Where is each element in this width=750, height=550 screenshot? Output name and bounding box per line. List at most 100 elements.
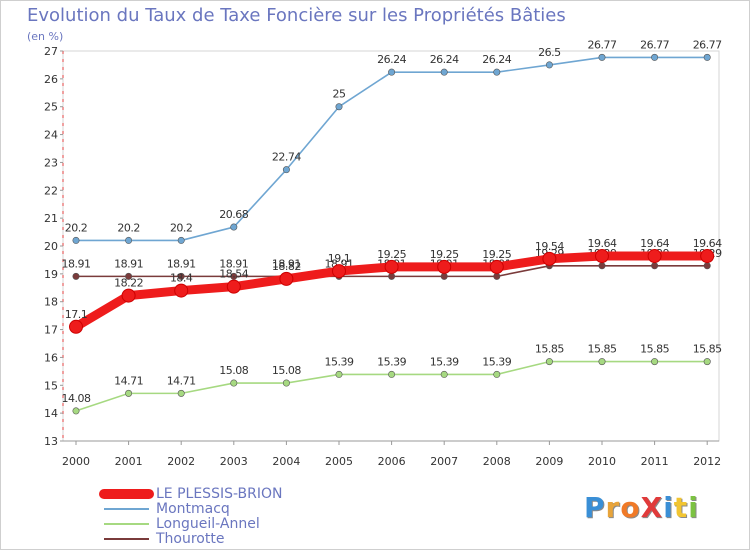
x-tick-label: 2010	[588, 455, 616, 468]
data-label-le-plessis-brion: 19.25	[377, 248, 406, 261]
data-point-le-plessis-brion	[279, 271, 294, 286]
data-point-longueil-annel	[125, 389, 133, 397]
data-label-montmacq: 25	[333, 88, 346, 101]
data-label-le-plessis-brion: 19.64	[588, 237, 617, 250]
data-label-longueil-annel: 14.71	[114, 374, 143, 387]
data-point-le-plessis-brion	[69, 319, 83, 334]
data-label-montmacq: 26.24	[482, 53, 511, 66]
data-label-longueil-annel: 15.08	[219, 364, 248, 377]
data-point-montmacq	[230, 223, 238, 231]
data-point-thourotte	[388, 272, 396, 280]
data-point-thourotte	[177, 272, 185, 280]
x-tick-label: 2006	[378, 455, 406, 468]
data-point-thourotte	[72, 272, 80, 280]
legend-label-le-plessis-brion: LE PLESSIS-BRION	[156, 486, 283, 502]
data-point-longueil-annel	[440, 370, 448, 378]
data-point-thourotte	[493, 272, 501, 280]
data-point-montmacq	[388, 68, 396, 76]
data-label-longueil-annel: 15.08	[272, 364, 301, 377]
data-label-longueil-annel: 15.85	[535, 343, 564, 356]
data-label-le-plessis-brion: 19.1	[328, 252, 351, 265]
data-point-longueil-annel	[177, 389, 185, 397]
data-label-longueil-annel: 15.39	[430, 355, 459, 368]
data-point-montmacq	[651, 53, 659, 61]
x-tick-label: 2009	[535, 455, 563, 468]
data-point-le-plessis-brion	[384, 259, 399, 274]
data-point-montmacq	[282, 166, 290, 174]
x-tick-label: 2008	[483, 455, 511, 468]
data-point-montmacq	[335, 103, 343, 111]
data-label-montmacq: 26.24	[430, 53, 459, 66]
y-tick-label: 25	[44, 101, 58, 114]
data-label-longueil-annel: 15.85	[588, 343, 617, 356]
data-point-longueil-annel	[651, 358, 659, 366]
data-label-le-plessis-brion: 18.82	[272, 260, 301, 273]
data-point-montmacq	[493, 68, 501, 76]
data-point-le-plessis-brion	[174, 283, 189, 298]
data-point-longueil-annel	[703, 358, 711, 366]
data-point-longueil-annel	[493, 370, 501, 378]
logo-letter: P	[584, 491, 606, 524]
y-tick-label: 24	[44, 129, 58, 142]
data-point-le-plessis-brion	[226, 279, 241, 294]
y-tick-label: 17	[44, 324, 58, 337]
data-label-thourotte: 18.91	[167, 257, 196, 270]
chart-title: Evolution du Taux de Taxe Foncière sur l…	[27, 5, 566, 26]
logo-letter: i	[688, 491, 699, 524]
y-tick-label: 19	[44, 268, 58, 281]
data-point-le-plessis-brion	[437, 259, 452, 274]
plot-area	[62, 50, 720, 442]
data-label-montmacq: 26.77	[640, 38, 669, 51]
data-point-thourotte	[125, 272, 133, 280]
data-label-le-plessis-brion: 19.25	[482, 248, 511, 261]
x-tick-label: 2012	[693, 455, 721, 468]
data-point-thourotte	[703, 262, 711, 270]
data-point-thourotte	[651, 262, 659, 270]
y-tick-label: 22	[44, 184, 58, 197]
data-label-montmacq: 26.77	[588, 38, 617, 51]
logo-letter: X	[640, 491, 664, 524]
data-point-longueil-annel	[545, 358, 553, 366]
data-label-longueil-annel: 15.85	[640, 343, 669, 356]
data-label-longueil-annel: 15.39	[377, 355, 406, 368]
series-line-montmacq	[75, 56, 709, 242]
data-label-le-plessis-brion: 19.25	[430, 248, 459, 261]
x-tick-label: 2011	[641, 455, 669, 468]
data-label-le-plessis-brion: 19.64	[693, 237, 722, 250]
data-point-montmacq	[598, 53, 606, 61]
data-label-montmacq: 20.2	[170, 221, 193, 234]
data-label-montmacq: 20.2	[117, 221, 140, 234]
y-tick-label: 13	[44, 435, 58, 448]
data-label-montmacq: 20.2	[65, 221, 88, 234]
data-point-le-plessis-brion	[332, 264, 346, 279]
data-point-longueil-annel	[388, 370, 396, 378]
x-tick-label: 2001	[115, 455, 143, 468]
data-point-le-plessis-brion	[647, 249, 662, 264]
data-label-le-plessis-brion: 17.1	[65, 308, 88, 321]
data-point-longueil-annel	[230, 379, 238, 387]
data-label-le-plessis-brion: 19.54	[535, 240, 564, 253]
y-tick-label: 16	[44, 351, 58, 364]
data-point-thourotte	[440, 272, 448, 280]
data-point-longueil-annel	[598, 358, 606, 366]
data-point-le-plessis-brion	[542, 251, 557, 266]
data-point-longueil-annel	[282, 379, 290, 387]
data-label-montmacq: 26.77	[693, 38, 722, 51]
data-label-le-plessis-brion: 18.4	[170, 272, 193, 285]
y-tick-label: 14	[44, 407, 58, 420]
data-point-le-plessis-brion	[595, 249, 609, 264]
x-tick-label: 2002	[167, 455, 195, 468]
data-label-thourotte: 18.91	[219, 257, 248, 270]
x-tick-label: 2003	[220, 455, 248, 468]
data-label-longueil-annel: 14.08	[62, 392, 91, 405]
proxiti-logo: ProXiti	[584, 491, 699, 524]
legend-label-longueil-annel: Longueil-Annel	[156, 516, 260, 532]
logo-letter: o	[620, 491, 641, 524]
data-point-longueil-annel	[335, 370, 343, 378]
data-point-le-plessis-brion	[121, 288, 136, 303]
y-tick-label: 26	[44, 73, 58, 86]
data-point-montmacq	[703, 53, 711, 61]
data-point-longueil-annel	[72, 407, 80, 415]
